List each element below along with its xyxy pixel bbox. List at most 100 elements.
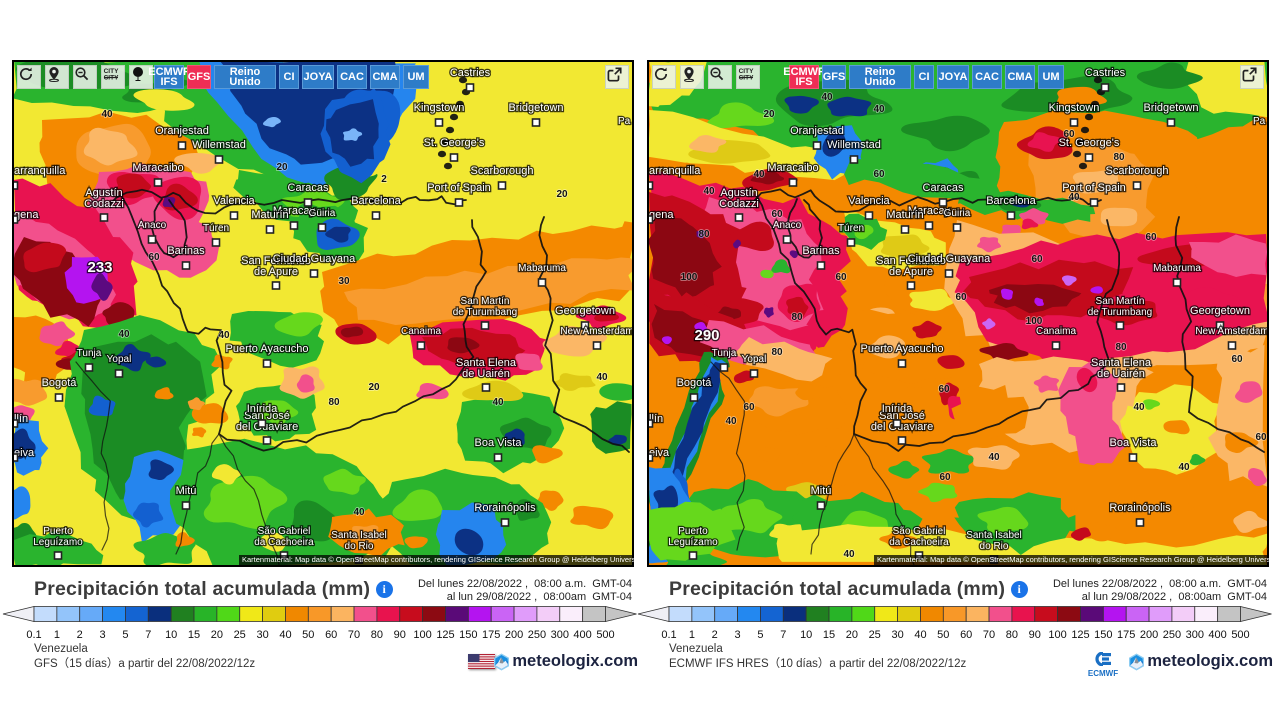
svg-text:Bridgetown: Bridgetown <box>508 102 563 114</box>
svg-text:40: 40 <box>596 372 608 383</box>
svg-text:500: 500 <box>596 629 614 641</box>
svg-text:Yopal: Yopal <box>742 354 767 365</box>
svg-text:New Amsterdam: New Amsterdam <box>560 326 632 337</box>
svg-text:200: 200 <box>1140 629 1158 641</box>
svg-text:Túren: Túren <box>838 223 864 234</box>
svg-text:60: 60 <box>835 272 847 283</box>
svg-text:300: 300 <box>1186 629 1204 641</box>
svg-text:10: 10 <box>800 629 812 641</box>
svg-text:60: 60 <box>325 629 337 641</box>
svg-text:40: 40 <box>118 329 130 340</box>
svg-text:2: 2 <box>712 629 718 641</box>
svg-text:do Rio: do Rio <box>980 541 1009 552</box>
svg-text:Rorainópolis: Rorainópolis <box>474 502 536 514</box>
svg-text:90: 90 <box>1029 629 1041 641</box>
svg-text:400: 400 <box>1208 629 1226 641</box>
svg-text:150: 150 <box>1094 629 1112 641</box>
svg-text:Maracaibo: Maracaibo <box>132 162 183 174</box>
svg-text:10: 10 <box>165 629 177 641</box>
svg-text:70: 70 <box>348 629 360 641</box>
svg-text:0.1: 0.1 <box>661 629 676 641</box>
svg-text:Boa Vista: Boa Vista <box>1110 437 1158 449</box>
svg-text:Castries: Castries <box>1085 67 1126 79</box>
svg-text:Port of Spain: Port of Spain <box>427 182 491 194</box>
svg-text:20: 20 <box>846 629 858 641</box>
svg-text:Tunja: Tunja <box>712 348 737 359</box>
svg-text:CITY: CITY <box>104 68 119 75</box>
svg-text:40: 40 <box>353 507 365 518</box>
svg-text:CITY: CITY <box>739 68 754 75</box>
svg-text:Puerto: Puerto <box>678 526 708 537</box>
svg-text:40: 40 <box>1068 192 1080 203</box>
svg-text:15: 15 <box>188 629 200 641</box>
svg-text:40: 40 <box>843 549 855 560</box>
svg-text:de Turumbang: de Turumbang <box>1088 307 1153 318</box>
svg-text:de Uairén: de Uairén <box>462 368 510 380</box>
svg-text:del Guaviare: del Guaviare <box>236 421 298 433</box>
svg-text:da Cachoeira: da Cachoeira <box>889 537 949 548</box>
svg-text:150: 150 <box>459 629 477 641</box>
svg-text:Santa Elena: Santa Elena <box>456 357 517 369</box>
svg-text:233: 233 <box>87 259 112 276</box>
svg-text:7: 7 <box>145 629 151 641</box>
svg-text:Willemstad: Willemstad <box>827 139 881 151</box>
svg-text:25: 25 <box>234 629 246 641</box>
svg-text:Santa Isabel: Santa Isabel <box>966 530 1022 541</box>
svg-text:60: 60 <box>939 472 951 483</box>
svg-text:100: 100 <box>1048 629 1066 641</box>
svg-text:50: 50 <box>302 629 314 641</box>
svg-text:Kingstown: Kingstown <box>1049 102 1100 114</box>
svg-text:20: 20 <box>211 629 223 641</box>
svg-text:Canaima: Canaima <box>1036 326 1076 337</box>
svg-text:Codazzi: Codazzi <box>719 198 759 210</box>
svg-text:Mitú: Mitú <box>811 485 832 497</box>
svg-text:100: 100 <box>681 272 698 283</box>
svg-text:40: 40 <box>821 92 833 103</box>
svg-text:200: 200 <box>505 629 523 641</box>
svg-text:60: 60 <box>148 252 160 263</box>
svg-text:Inírida: Inírida <box>247 403 278 415</box>
svg-text:Georgetown: Georgetown <box>555 305 615 317</box>
svg-text:San Martín: San Martín <box>1096 296 1145 307</box>
svg-text:Maturín: Maturín <box>886 209 923 221</box>
svg-text:1: 1 <box>689 629 695 641</box>
svg-text:80: 80 <box>791 312 803 323</box>
svg-text:San Martín: San Martín <box>461 296 510 307</box>
svg-text:90: 90 <box>394 629 406 641</box>
svg-text:100: 100 <box>1026 316 1043 327</box>
svg-text:40: 40 <box>988 452 1000 463</box>
svg-text:Caracas: Caracas <box>923 182 964 194</box>
svg-text:São Gabriel: São Gabriel <box>258 526 311 537</box>
svg-text:Willemstad: Willemstad <box>192 139 246 151</box>
svg-text:gena: gena <box>14 209 39 221</box>
svg-text:Maturín: Maturín <box>251 209 288 221</box>
svg-text:São Gabriel: São Gabriel <box>893 526 946 537</box>
svg-text:Túren: Túren <box>203 223 229 234</box>
svg-text:Puerto Ayacucho: Puerto Ayacucho <box>861 343 944 355</box>
svg-text:Pa: Pa <box>618 116 631 127</box>
svg-text:da Cachoeira: da Cachoeira <box>254 537 314 548</box>
svg-text:San Fernando: San Fernando <box>241 255 311 267</box>
svg-text:15: 15 <box>823 629 835 641</box>
svg-text:50: 50 <box>937 629 949 641</box>
svg-text:2: 2 <box>77 629 83 641</box>
svg-text:Anaco: Anaco <box>138 220 167 231</box>
svg-text:60: 60 <box>1063 129 1075 140</box>
svg-text:300: 300 <box>551 629 569 641</box>
svg-text:20: 20 <box>763 109 775 120</box>
svg-text:125: 125 <box>436 629 454 641</box>
svg-text:Inírida: Inírida <box>882 403 913 415</box>
svg-text:Bogotá: Bogotá <box>677 377 713 389</box>
svg-text:250: 250 <box>1163 629 1181 641</box>
svg-text:Leguízamo: Leguízamo <box>33 537 83 548</box>
svg-text:Santa Elena: Santa Elena <box>1091 357 1152 369</box>
svg-text:30: 30 <box>891 629 903 641</box>
svg-text:Puerto: Puerto <box>43 526 73 537</box>
svg-text:80: 80 <box>1113 152 1125 163</box>
svg-text:2: 2 <box>381 174 387 185</box>
svg-text:60: 60 <box>771 209 783 220</box>
svg-text:Santa Isabel: Santa Isabel <box>331 530 387 541</box>
svg-text:40: 40 <box>101 109 113 120</box>
svg-text:3: 3 <box>100 629 106 641</box>
svg-text:del Guaviare: del Guaviare <box>871 421 933 433</box>
